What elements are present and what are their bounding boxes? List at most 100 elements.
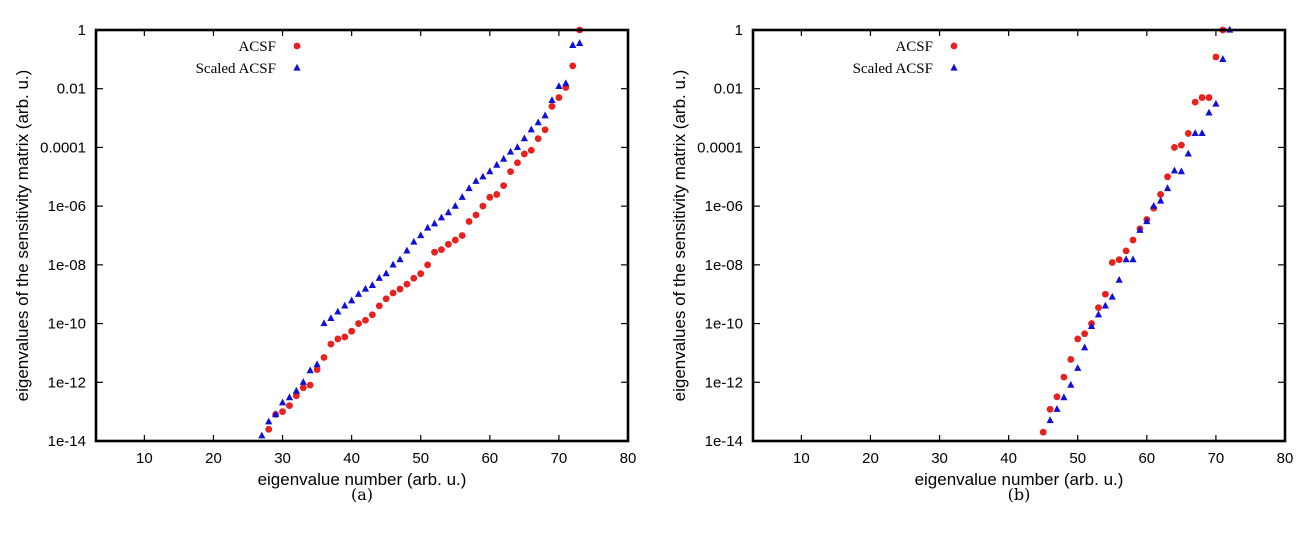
acsf-point (493, 191, 501, 198)
scaled-acsf-point (520, 134, 528, 142)
acsf-point (334, 335, 342, 343)
scaled-acsf-point (361, 284, 370, 292)
acsf-point (1060, 373, 1068, 381)
scaled-acsf-point (486, 167, 494, 175)
acsf-point (431, 248, 438, 256)
x-tick-label: 80 (1277, 450, 1294, 467)
scaled-acsf-point (327, 314, 335, 322)
y-axis-title: eigenvalues of the sensitivity matrix (a… (670, 70, 689, 402)
scaled-acsf-point (555, 82, 563, 89)
y-tick-label: 1 (735, 22, 743, 39)
y-tick-label: 0.0001 (40, 139, 86, 156)
x-tick-label: 10 (136, 450, 153, 467)
acsf-point (534, 135, 542, 142)
acsf-point (1122, 247, 1130, 255)
x-tick-label: 40 (343, 450, 360, 467)
legend-marker-scaled-acsf (293, 63, 301, 71)
scaled-acsf-point (465, 184, 473, 192)
scaled-acsf-point (354, 290, 363, 297)
y-tick-label: 1e-06 (48, 198, 86, 215)
scaled-acsf-point (1157, 196, 1165, 204)
scaled-acsf-point (320, 319, 328, 327)
acsf-point (382, 295, 390, 303)
scaled-acsf-point (299, 378, 307, 385)
scaled-acsf-point (410, 237, 418, 245)
scaled-acsf-point (334, 307, 342, 315)
acsf-point (1157, 191, 1165, 198)
scaled-acsf-point (1205, 108, 1213, 116)
acsf-point (465, 218, 473, 225)
x-tick-label: 20 (205, 450, 222, 467)
y-tick-label: 0.01 (57, 81, 86, 98)
scaled-acsf-point (403, 246, 411, 254)
scaled-acsf-point (576, 39, 584, 46)
acsf-point (1115, 256, 1123, 264)
scaled-acsf-point (292, 386, 300, 394)
scaled-acsf-point (1177, 167, 1185, 175)
y-tick-label: 1 (78, 22, 86, 39)
acsf-point (279, 408, 286, 416)
scaled-acsf-point (1081, 343, 1089, 351)
x-axis-title: eigenvalue number (arb. u.) (258, 470, 467, 489)
scaled-acsf-point (306, 366, 314, 374)
scaled-acsf-point (458, 193, 466, 200)
acsf-point (1205, 94, 1213, 101)
acsf-point (520, 150, 528, 158)
scaled-acsf-point (1115, 276, 1123, 283)
scaled-acsf-point (541, 111, 549, 119)
y-tick-label: 1e-14 (48, 433, 86, 450)
scaled-acsf-point (437, 213, 446, 221)
scaled-acsf-point (382, 269, 390, 277)
scaled-acsf-point (1163, 184, 1172, 192)
y-tick-label: 1e-06 (705, 198, 743, 215)
acsf-point (396, 285, 404, 293)
acsf-point (348, 327, 356, 335)
scaled-acsf-point (1087, 322, 1096, 330)
scaled-acsf-point (278, 398, 287, 406)
acsf-point (286, 402, 293, 410)
acsf-point (1074, 335, 1082, 343)
scaled-acsf-point (1184, 149, 1192, 157)
y-tick-label: 1e-10 (705, 316, 743, 333)
scaled-acsf-point (506, 147, 515, 155)
scaled-acsf-point (527, 125, 535, 133)
acsf-point (265, 425, 273, 433)
acsf-point (313, 366, 321, 374)
scaled-acsf-point (548, 96, 556, 103)
scaled-acsf-point (513, 143, 522, 151)
x-tick-label: 40 (1000, 450, 1017, 467)
acsf-point (1171, 144, 1178, 151)
legend-label: ACSF (238, 39, 276, 55)
plot-frame (751, 28, 1287, 443)
scaled-acsf-point (1101, 301, 1109, 309)
scaled-acsf-point (341, 301, 349, 309)
legend-label: Scaled ACSF (853, 61, 933, 77)
x-tick-label: 30 (274, 450, 291, 467)
legend-label: Scaled ACSF (196, 61, 276, 77)
acsf-point (1191, 98, 1199, 106)
panel-caption: (a) (351, 485, 373, 504)
acsf-point (444, 240, 452, 248)
acsf-point (472, 211, 480, 219)
x-tick-label: 80 (620, 450, 637, 467)
y-tick-label: 1e-08 (705, 257, 743, 274)
acsf-point (1101, 290, 1109, 298)
scaled-acsf-point (348, 296, 356, 304)
scaled-acsf-point (472, 177, 480, 184)
acsf-point (569, 62, 577, 70)
scaled-acsf-point (375, 274, 383, 281)
acsf-point (306, 381, 314, 389)
scaled-acsf-point (313, 360, 321, 368)
panel-b: 10 20 30 40 50 60 70 80 1e-14 1e-12 1e-10 1e-08 1e-0… (670, 22, 1293, 504)
acsf-point (1164, 173, 1171, 181)
scaled-acsf-point (258, 431, 266, 439)
scaled-acsf-point (1122, 255, 1130, 263)
x-tick-label: 60 (481, 450, 498, 467)
acsf-point (1212, 53, 1220, 61)
x-tick-label: 20 (862, 450, 879, 467)
scaled-acsf-point (1191, 129, 1199, 137)
x-tick-label: 70 (551, 450, 568, 467)
acsf-point (451, 236, 459, 244)
legend-marker-acsf (293, 42, 301, 50)
